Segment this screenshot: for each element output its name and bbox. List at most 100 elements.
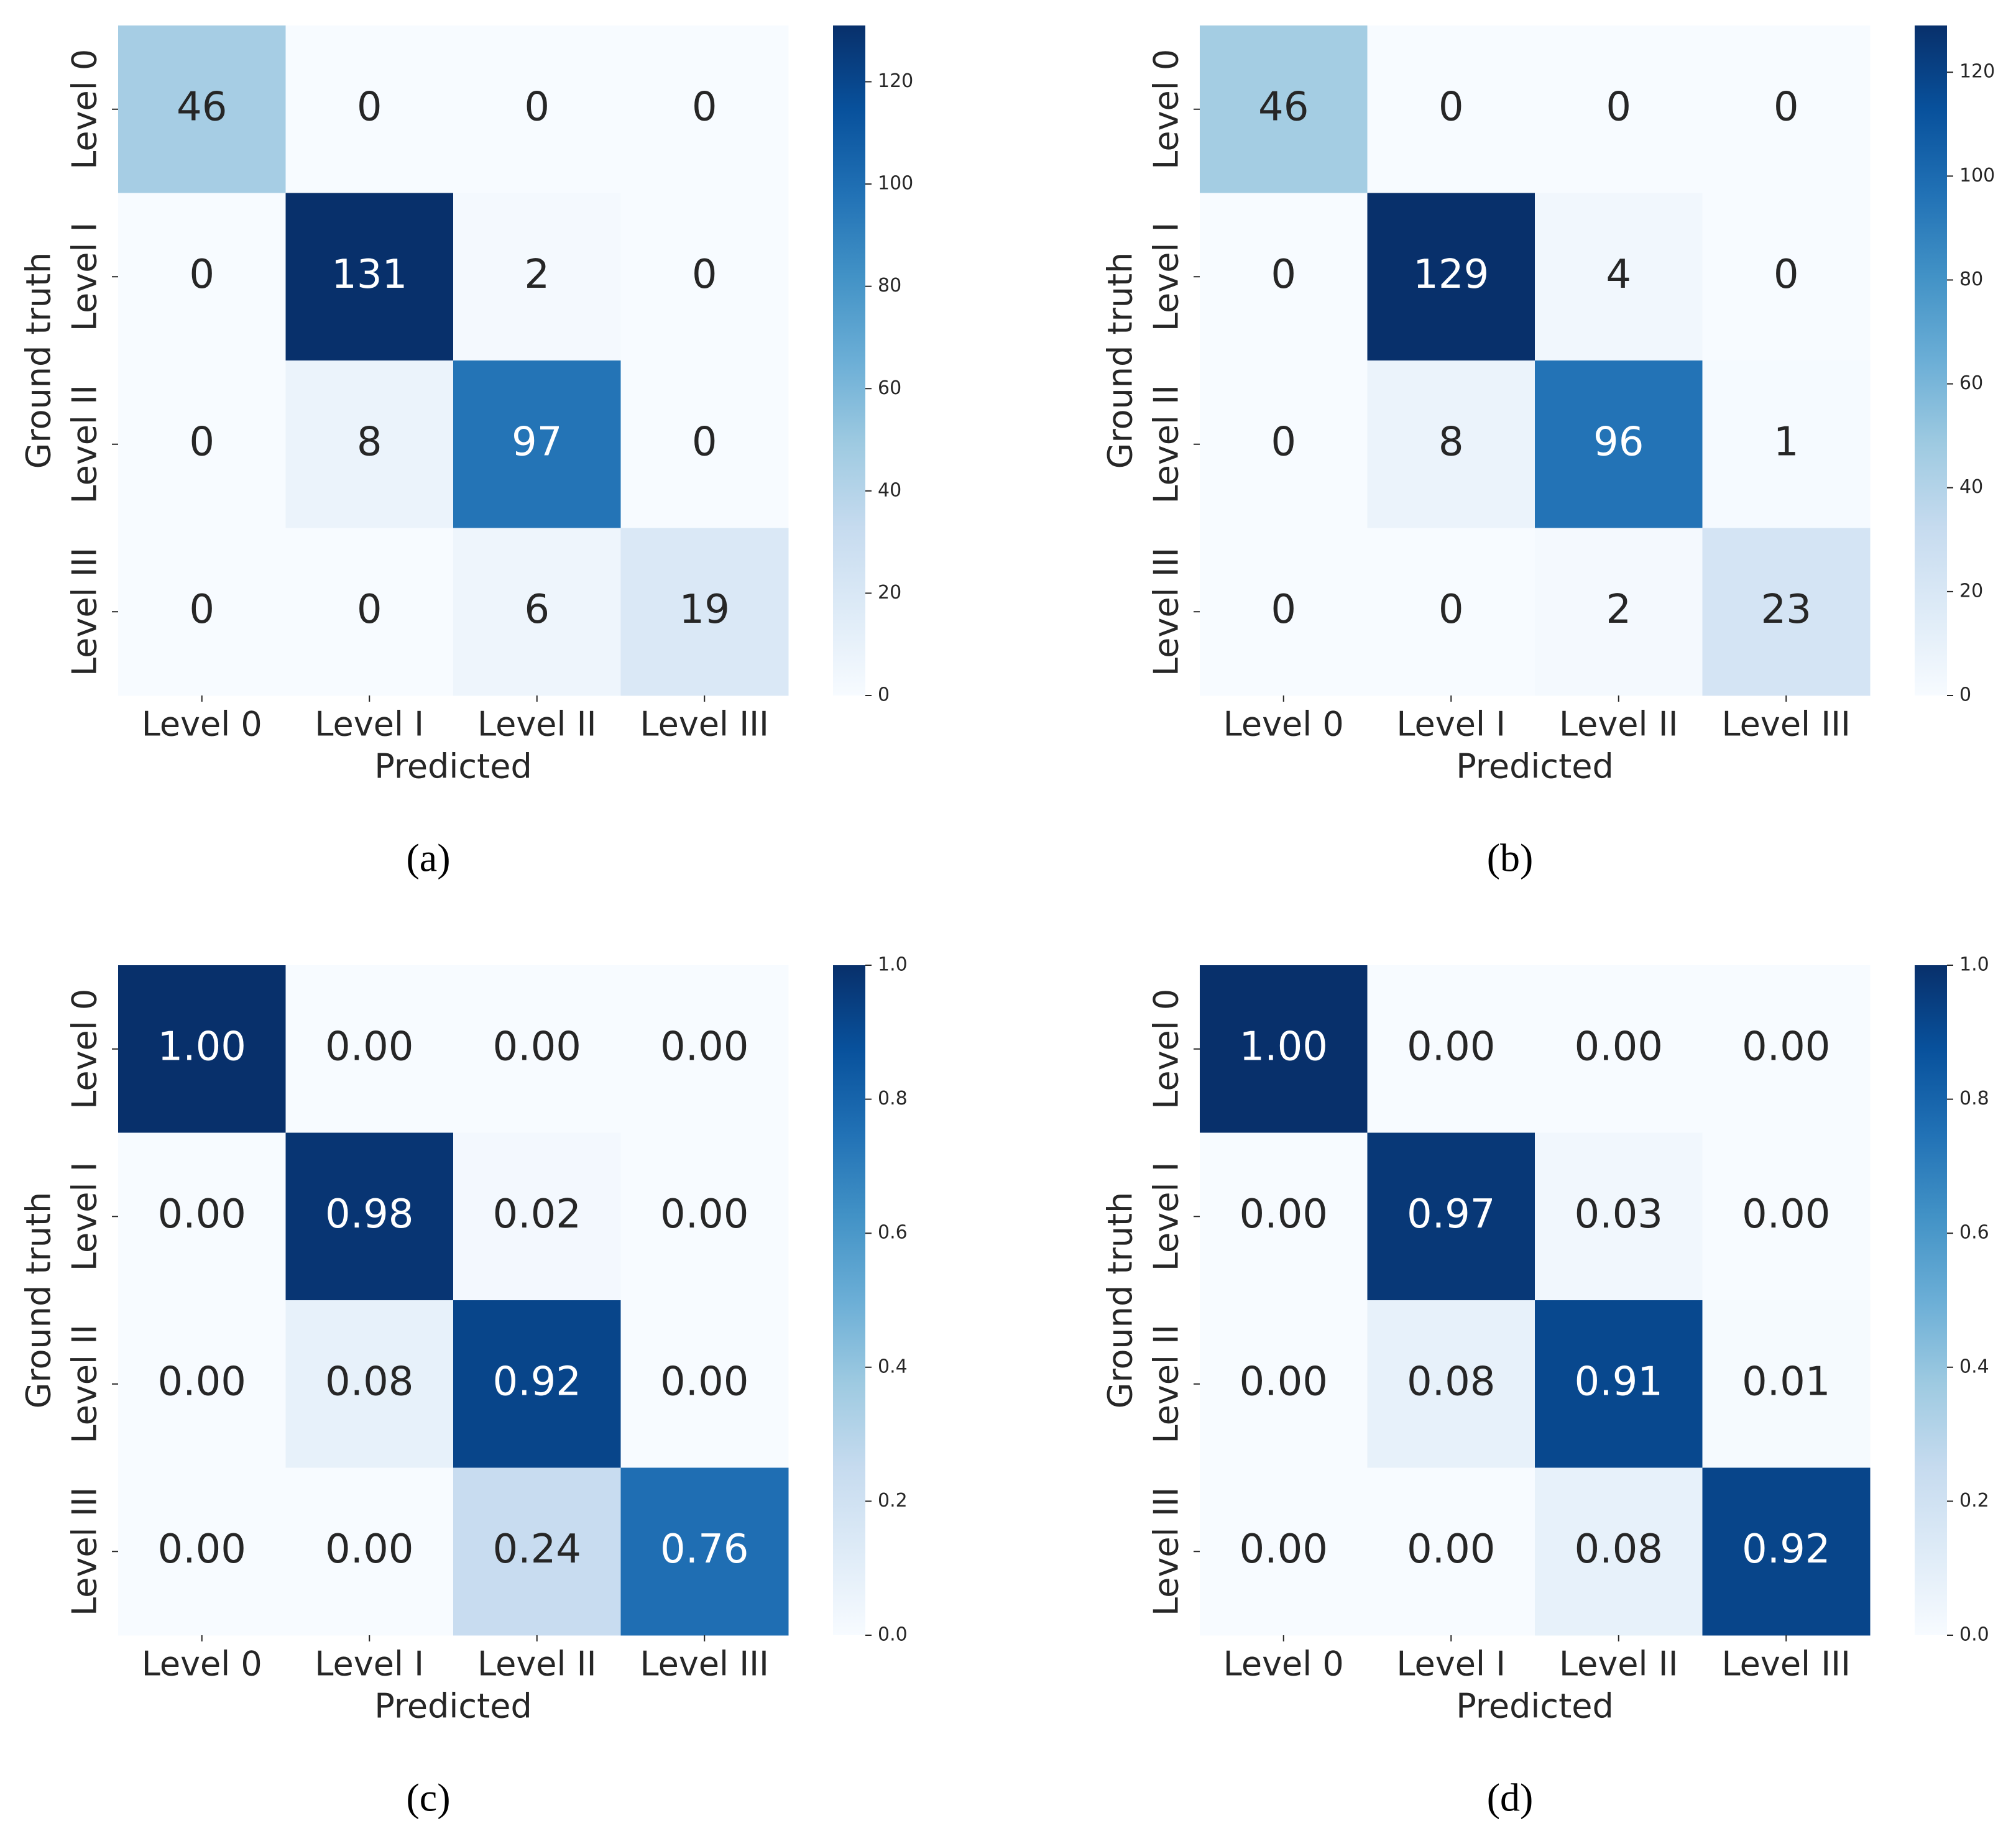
heatmap-cell bbox=[1367, 1132, 1535, 1301]
heatmap-cell bbox=[453, 360, 621, 528]
cell-label: 46 bbox=[1258, 84, 1309, 130]
cell-label: 1.00 bbox=[158, 1024, 247, 1070]
colorbar-tick-label: 0.4 bbox=[878, 1356, 908, 1377]
heatmap-cell bbox=[1200, 965, 1368, 1133]
x-tick-label: Level II bbox=[1559, 705, 1678, 744]
cell-label: 0 bbox=[1774, 84, 1799, 130]
heatmap-cell bbox=[1535, 1467, 1703, 1636]
cell-label: 0 bbox=[189, 587, 214, 633]
heatmap-cell bbox=[620, 965, 789, 1133]
cell-label: 0.98 bbox=[325, 1191, 414, 1237]
cell-label: 0.00 bbox=[493, 1024, 582, 1070]
cell-label: 8 bbox=[1438, 419, 1464, 465]
heatmap-cell bbox=[620, 1132, 789, 1301]
x-tick-label: Level I bbox=[315, 1645, 424, 1684]
heatmap-cell bbox=[118, 965, 286, 1133]
cell-label: 0 bbox=[1271, 419, 1296, 465]
cell-label: 0.92 bbox=[493, 1359, 582, 1405]
heatmap-cell bbox=[1535, 1300, 1703, 1468]
cell-label: 0.00 bbox=[660, 1024, 749, 1070]
cell-label: 0.00 bbox=[1240, 1526, 1328, 1572]
heatmap-cell bbox=[1200, 193, 1368, 361]
cell-label: 129 bbox=[1413, 252, 1489, 298]
heatmap-cell bbox=[118, 193, 286, 361]
colorbar-tick-label: 100 bbox=[1959, 165, 1995, 186]
cell-label: 96 bbox=[1593, 419, 1644, 465]
heatmap-cell bbox=[620, 193, 789, 361]
y-tick-label: Level 0 bbox=[1147, 49, 1186, 170]
cell-label: 0.00 bbox=[1240, 1359, 1328, 1405]
cell-label: 0.91 bbox=[1575, 1359, 1664, 1405]
heatmap-cell bbox=[285, 25, 454, 193]
colorbar-tick-label: 0.2 bbox=[878, 1490, 908, 1512]
y-tick-label: Level I bbox=[1147, 222, 1186, 331]
heatmap-cell bbox=[453, 1300, 621, 1468]
cell-label: 2 bbox=[524, 252, 550, 298]
caption: (a) bbox=[406, 836, 450, 880]
x-tick-label: Level II bbox=[477, 1645, 597, 1684]
colorbar bbox=[833, 965, 865, 1635]
cell-label: 0.00 bbox=[158, 1359, 247, 1405]
colorbar-tick-label: 0.2 bbox=[1959, 1490, 1989, 1512]
cell-label: 2 bbox=[1606, 587, 1631, 633]
heatmap-cell bbox=[118, 25, 286, 193]
cell-label: 0 bbox=[189, 419, 214, 465]
cell-label: 4 bbox=[1606, 252, 1631, 298]
heatmap-cell bbox=[1535, 965, 1703, 1133]
heatmap-cell bbox=[1535, 528, 1703, 696]
heatmap-cell bbox=[453, 528, 621, 696]
x-axis-label: Predicted bbox=[374, 1687, 532, 1726]
heatmap-cell bbox=[118, 1132, 286, 1301]
colorbar bbox=[1915, 25, 1947, 695]
y-axis-label: Ground truth bbox=[19, 252, 58, 469]
heatmap-cell bbox=[118, 1467, 286, 1636]
heatmap-cell bbox=[1535, 193, 1703, 361]
colorbar-tick-label: 1.0 bbox=[878, 954, 908, 976]
heatmap-cell bbox=[1367, 528, 1535, 696]
heatmap-cell bbox=[453, 193, 621, 361]
y-tick-label: Level III bbox=[1147, 1487, 1186, 1616]
cell-label: 0 bbox=[692, 252, 717, 298]
heatmap-cell bbox=[620, 1467, 789, 1636]
cell-label: 0.00 bbox=[158, 1191, 247, 1237]
colorbar-tick-label: 80 bbox=[878, 275, 901, 296]
y-tick-label: Level II bbox=[1147, 385, 1186, 504]
heatmap-cell bbox=[285, 528, 454, 696]
cell-label: 0 bbox=[1774, 252, 1799, 298]
cell-label: 0.01 bbox=[1742, 1359, 1831, 1405]
y-tick-label: Level III bbox=[65, 1487, 104, 1616]
x-tick-label: Level III bbox=[640, 705, 769, 744]
colorbar-tick-label: 60 bbox=[1959, 372, 1983, 394]
heatmap-cell bbox=[285, 965, 454, 1133]
x-tick-label: Level 0 bbox=[1223, 1645, 1344, 1684]
heatmap-cell bbox=[285, 1132, 454, 1301]
caption: (b) bbox=[1487, 836, 1534, 880]
cell-label: 97 bbox=[512, 419, 562, 465]
heatmap-cell bbox=[1200, 1132, 1368, 1301]
cell-label: 131 bbox=[331, 252, 407, 298]
heatmap-cell bbox=[1200, 1300, 1368, 1468]
colorbar-tick-label: 20 bbox=[1959, 580, 1983, 602]
y-axis-label: Ground truth bbox=[1101, 252, 1140, 469]
cell-label: 0 bbox=[524, 84, 550, 130]
colorbar-tick-label: 20 bbox=[878, 582, 901, 603]
x-tick-label: Level 0 bbox=[1223, 705, 1344, 744]
colorbar-tick-label: 0 bbox=[878, 684, 890, 706]
heatmap-cell bbox=[1200, 528, 1368, 696]
cell-label: 0.00 bbox=[1240, 1191, 1328, 1237]
heatmap-cell bbox=[285, 1467, 454, 1636]
cell-label: 0 bbox=[1438, 84, 1464, 130]
cell-label: 0.00 bbox=[158, 1526, 247, 1572]
caption: (c) bbox=[406, 1776, 450, 1820]
heatmap-cell bbox=[1702, 1132, 1871, 1301]
y-tick-label: Level II bbox=[1147, 1324, 1186, 1444]
heatmap-cell bbox=[1367, 193, 1535, 361]
cell-label: 0.08 bbox=[325, 1359, 414, 1405]
heatmap-cell bbox=[1367, 1467, 1535, 1636]
heatmap-cell bbox=[1702, 25, 1871, 193]
y-tick-label: Level II bbox=[65, 385, 104, 504]
heatmap-cell bbox=[1702, 360, 1871, 528]
cell-label: 0.00 bbox=[1407, 1024, 1496, 1070]
cell-label: 46 bbox=[177, 84, 227, 130]
heatmap-cell bbox=[1200, 25, 1368, 193]
